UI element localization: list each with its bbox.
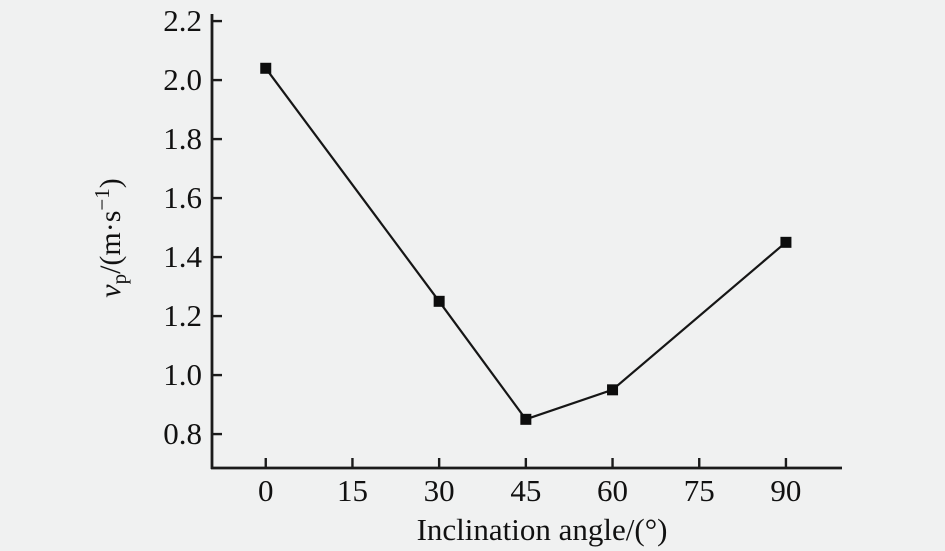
- data-line: [264, 67, 787, 421]
- y-title-subscript: p: [107, 274, 131, 285]
- x-tick-label: 90: [770, 473, 801, 508]
- y-tick-label: 1.6: [163, 180, 202, 215]
- y-tick-label: 1.2: [163, 298, 202, 333]
- y-tick-label: 1.8: [163, 121, 202, 156]
- y-title-unit: /(m·s: [94, 211, 127, 274]
- y-tick-label: 1.0: [163, 357, 202, 392]
- x-tick-label: 75: [684, 473, 715, 508]
- x-tick-label: 30: [424, 473, 455, 508]
- x-tick-label: 60: [597, 473, 628, 508]
- y-axis-title: vp/(m·s−1): [90, 178, 131, 298]
- y-tick-label: 2.2: [163, 3, 202, 38]
- x-axis-title: Inclination angle/(°): [417, 512, 668, 547]
- x-tick-label: 0: [258, 473, 274, 508]
- y-title-superscript: −1: [90, 188, 114, 210]
- y-title-variable: v: [94, 284, 127, 298]
- y-tick-label: 1.4: [163, 239, 202, 274]
- axes-layer: 0.8 1.0 1.2 1.4 1.6 1.8 2.0 2.2 0 15 30 45 60 75 90: [163, 3, 842, 508]
- x-tick-label: 45: [510, 473, 541, 508]
- y-tick-label: 0.8: [163, 416, 202, 451]
- data-point-marker: [607, 384, 619, 396]
- y-title-unit-close: ): [94, 178, 127, 188]
- data-point-marker: [780, 236, 792, 248]
- x-tick-label: 15: [337, 473, 368, 508]
- data-point-marker: [520, 413, 532, 425]
- y-tick-label: 2.0: [163, 62, 202, 97]
- labels-layer: Inclination angle/(°) vp/(m·s−1): [90, 178, 667, 547]
- series-layer: [260, 62, 792, 425]
- data-point-marker: [260, 62, 272, 74]
- data-point-marker: [433, 295, 445, 307]
